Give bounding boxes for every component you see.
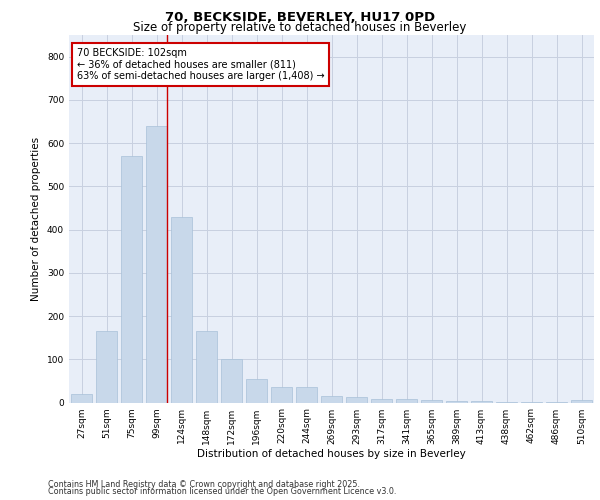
Bar [321,396,342,402]
X-axis label: Distribution of detached houses by size in Beverley: Distribution of detached houses by size … [197,450,466,460]
Bar [121,156,142,402]
Text: Size of property relative to detached houses in Beverley: Size of property relative to detached ho… [133,21,467,34]
Text: 70 BECKSIDE: 102sqm
← 36% of detached houses are smaller (811)
63% of semi-detac: 70 BECKSIDE: 102sqm ← 36% of detached ho… [77,48,325,81]
Text: Contains HM Land Registry data © Crown copyright and database right 2025.: Contains HM Land Registry data © Crown c… [48,480,360,489]
Bar [196,331,217,402]
Bar [571,400,592,402]
Bar [246,378,267,402]
Text: 70, BECKSIDE, BEVERLEY, HU17 0PD: 70, BECKSIDE, BEVERLEY, HU17 0PD [165,11,435,24]
Bar [346,398,367,402]
Bar [421,400,442,402]
Bar [146,126,167,402]
Bar [471,401,492,402]
Bar [71,394,92,402]
Bar [371,399,392,402]
Bar [221,360,242,403]
Bar [296,388,317,402]
Bar [96,331,117,402]
Text: Contains public sector information licensed under the Open Government Licence v3: Contains public sector information licen… [48,487,397,496]
Bar [271,388,292,402]
Bar [396,400,417,402]
Y-axis label: Number of detached properties: Number of detached properties [31,136,41,301]
Bar [171,216,192,402]
Bar [446,401,467,402]
